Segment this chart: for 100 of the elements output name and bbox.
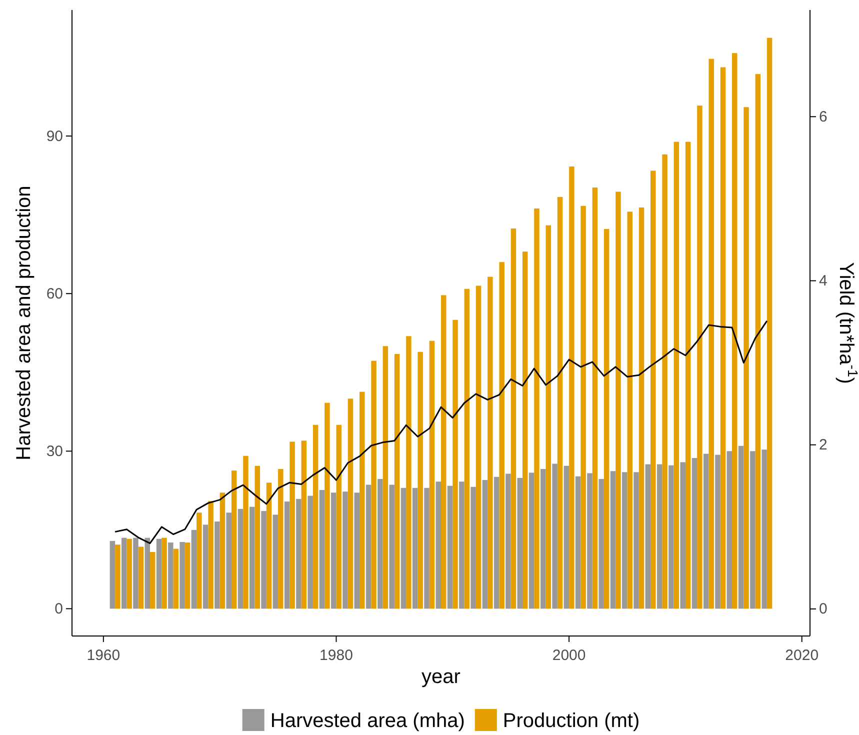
bar — [378, 478, 383, 609]
bar — [138, 546, 144, 609]
bar — [150, 552, 156, 609]
bar — [464, 288, 470, 609]
bar — [336, 424, 342, 609]
bar — [459, 482, 464, 609]
bar — [144, 538, 150, 609]
bar — [284, 502, 290, 609]
bar — [226, 512, 232, 609]
bar — [470, 486, 476, 609]
bar — [645, 464, 651, 609]
y2-tick-label: 6 — [819, 108, 828, 126]
bar — [569, 166, 574, 609]
bar — [674, 142, 680, 609]
legend-label: Production (mt) — [502, 710, 640, 732]
bar — [564, 466, 570, 609]
bar — [400, 488, 406, 609]
bar — [184, 542, 190, 609]
bar — [220, 492, 226, 609]
bar — [389, 484, 394, 609]
bar — [354, 492, 360, 609]
bar — [488, 276, 493, 609]
y-tick-label: 30 — [46, 442, 63, 460]
bar — [517, 478, 522, 609]
bar — [762, 450, 767, 609]
bar — [296, 498, 302, 609]
bar — [162, 538, 167, 609]
bar — [366, 484, 372, 609]
bar — [650, 170, 656, 609]
bar — [744, 107, 749, 609]
bar — [634, 472, 639, 609]
bar — [180, 542, 185, 609]
bar — [656, 464, 662, 609]
bar — [214, 522, 220, 609]
bar — [715, 454, 720, 609]
bar — [552, 464, 558, 609]
bar — [331, 492, 336, 609]
y2-tick-label: 2 — [819, 436, 828, 454]
y2-tick-label: 4 — [819, 272, 828, 290]
bar — [250, 506, 255, 609]
bar — [418, 352, 423, 609]
bar — [692, 458, 698, 609]
bar — [301, 440, 307, 609]
bar — [133, 538, 138, 609]
y-tick-label: 60 — [46, 285, 63, 302]
bar — [452, 320, 458, 609]
bar — [348, 398, 354, 609]
bar — [726, 451, 732, 609]
bar — [604, 228, 610, 609]
bar — [441, 295, 446, 609]
bar — [429, 340, 435, 609]
bar — [202, 524, 208, 609]
bar — [506, 474, 511, 609]
bar — [319, 490, 325, 609]
bar — [703, 454, 709, 609]
bar — [382, 346, 388, 609]
bar — [261, 511, 266, 609]
bar — [110, 540, 116, 609]
x-tick-label: 1960 — [86, 647, 120, 664]
bar — [272, 514, 278, 609]
bar — [238, 508, 244, 609]
bar — [191, 530, 197, 609]
bar — [732, 53, 738, 609]
bar — [540, 468, 546, 609]
bar — [394, 354, 400, 609]
bar — [662, 154, 668, 609]
bar — [406, 336, 412, 609]
y-tick-label: 90 — [46, 128, 63, 145]
bar — [482, 480, 488, 609]
bar — [680, 462, 686, 609]
bar — [115, 544, 120, 609]
bar — [720, 67, 726, 609]
bar — [360, 392, 365, 609]
bar — [324, 402, 330, 609]
bar — [308, 496, 313, 609]
bar — [412, 488, 418, 609]
bar — [557, 196, 563, 609]
bar — [173, 548, 179, 609]
bar — [196, 512, 202, 609]
x-tick-label: 2000 — [552, 647, 586, 664]
bar — [424, 488, 430, 609]
bar — [121, 538, 127, 609]
bar — [592, 188, 598, 609]
x-tick-label: 2020 — [785, 647, 819, 664]
legend-label: Harvested area (mha) — [270, 710, 465, 732]
bar — [766, 38, 772, 609]
bar — [290, 442, 295, 609]
bar — [278, 468, 284, 609]
bar — [208, 501, 214, 609]
bar — [342, 492, 348, 609]
bar — [546, 225, 551, 609]
bar — [685, 142, 691, 609]
bar — [528, 472, 534, 609]
bar — [436, 482, 441, 609]
x-tick-label: 1980 — [320, 647, 353, 664]
y2-tick-label: 0 — [819, 600, 828, 618]
bar — [627, 212, 632, 609]
bar — [522, 252, 528, 609]
bar — [266, 482, 272, 609]
bar — [610, 471, 616, 609]
